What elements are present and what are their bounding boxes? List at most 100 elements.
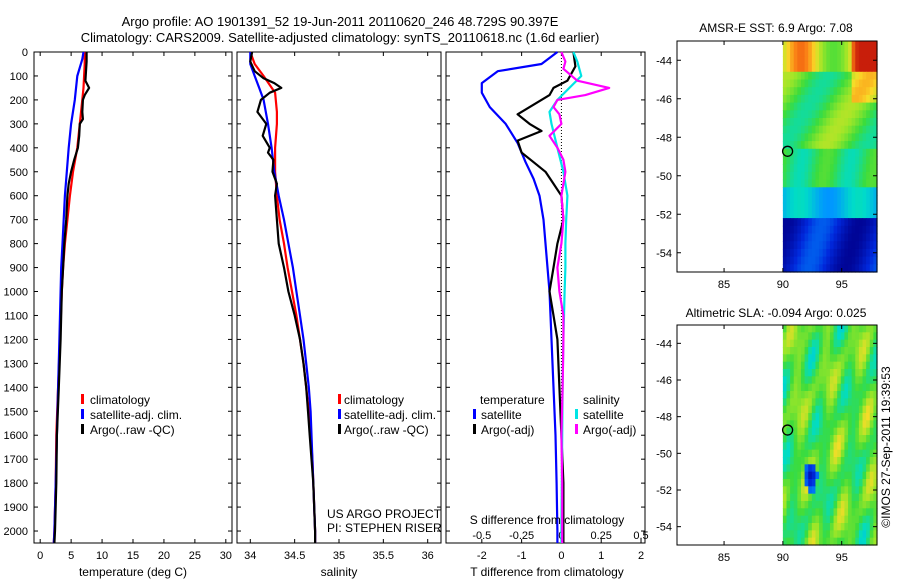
map-cell: [811, 537, 817, 546]
map-cell: [797, 87, 802, 96]
map-cell: [800, 479, 806, 487]
map-cell: [837, 125, 842, 134]
map-cell: [837, 339, 842, 348]
map-cell: [786, 471, 791, 480]
temperature-xlabel: temperature (deg C): [79, 565, 187, 579]
map-cell: [811, 427, 817, 436]
depth-tick-label: 1900: [4, 502, 28, 514]
map-cell: [793, 148, 798, 158]
map-cell: [822, 515, 827, 524]
salinity-diff-tick-label: 0.25: [591, 530, 612, 542]
map-cell: [869, 179, 874, 188]
map-cell: [815, 218, 820, 227]
map-cell: [844, 383, 849, 392]
map-cell: [869, 471, 874, 480]
map-cell: [793, 233, 798, 242]
map-cell: [851, 398, 856, 407]
map-cell: [829, 530, 835, 539]
map-cell: [811, 501, 817, 509]
map-cell: [804, 383, 809, 392]
map-cell: [862, 241, 867, 250]
map-cell: [833, 48, 838, 57]
map-cell: [855, 420, 860, 429]
map-cell: [855, 171, 860, 181]
map-cell: [782, 141, 788, 150]
map-cell: [815, 110, 820, 119]
depth-tick-label: 700: [10, 215, 28, 227]
map-cell: [811, 398, 817, 407]
map-cell: [819, 347, 824, 355]
map-cell: [786, 339, 791, 348]
map-cell: [815, 133, 820, 142]
map-cell: [793, 405, 798, 414]
map-cell: [837, 405, 842, 414]
map-cell: [848, 435, 853, 443]
map-cell: [822, 71, 827, 81]
map-cell: [808, 347, 813, 355]
map-cell: [840, 479, 846, 487]
map-cell: [826, 87, 831, 96]
map-cell: [829, 179, 835, 188]
map-cell: [869, 332, 874, 341]
map-cell: [829, 457, 835, 465]
map-cell: [793, 156, 798, 165]
map-cell: [844, 435, 849, 443]
map-cell: [793, 110, 798, 119]
map-cell: [869, 102, 874, 111]
map-cell: [869, 79, 874, 88]
map-cell: [811, 479, 817, 487]
map-cell: [800, 133, 806, 142]
map-cell: [873, 493, 878, 502]
map-cell: [826, 125, 831, 134]
map-cell: [782, 508, 788, 517]
map-cell: [866, 347, 871, 355]
map-cell: [844, 133, 849, 142]
map-cell: [862, 464, 867, 473]
map-cell: [811, 110, 817, 119]
map-cell: [804, 141, 809, 150]
map-cell: [786, 248, 791, 258]
map-cell: [826, 71, 831, 81]
map-cell: [869, 56, 874, 65]
map-cell: [786, 48, 791, 57]
map-cell: [873, 164, 878, 173]
map-cell: [797, 48, 802, 57]
map-cell: [869, 241, 874, 250]
map-cell: [808, 413, 813, 421]
map-cell: [855, 195, 860, 204]
map-cell: [797, 457, 802, 465]
map-cell: [815, 442, 820, 451]
map-cell: [837, 420, 842, 429]
map-cell: [782, 530, 788, 539]
map-cell: [822, 133, 827, 142]
map-cell: [869, 523, 874, 531]
map-cell: [873, 530, 878, 539]
map-cell: [833, 442, 838, 451]
map-cell: [844, 141, 849, 150]
map-cell: [866, 457, 871, 465]
map-cell: [786, 427, 791, 436]
map-cell: [858, 457, 864, 465]
map-cell: [797, 102, 802, 111]
map-cell: [858, 94, 864, 104]
map-cell: [800, 354, 806, 363]
map-cell: [819, 435, 824, 443]
sst-map-panel: AMSR-E SST: 6.9 Argo: 7.08 -44-46-48-50-…: [656, 21, 878, 291]
map-cell: [855, 94, 860, 104]
map-cell: [782, 369, 788, 377]
map-cell: [848, 48, 853, 57]
map-cell: [797, 383, 802, 392]
map-cell: [826, 354, 831, 363]
map-cell: [833, 179, 838, 188]
map-cell: [826, 427, 831, 436]
map-cell: [829, 118, 835, 127]
map-cell: [804, 164, 809, 173]
map-cell: [790, 248, 795, 258]
map-cell: [793, 218, 798, 227]
map-cell: [862, 501, 867, 509]
map-cell: [782, 64, 788, 73]
map-cell: [862, 391, 867, 399]
x-tick-label: 35.5: [373, 550, 394, 562]
map-cell: [840, 110, 846, 119]
legend-swatch-satellite: [81, 409, 84, 419]
